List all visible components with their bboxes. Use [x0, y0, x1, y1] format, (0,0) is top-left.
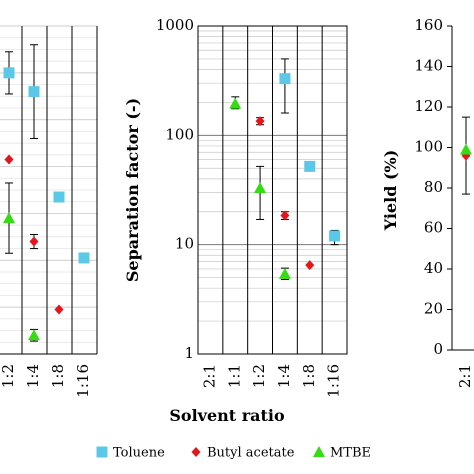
middle-point-butyl-acetate-1-2 — [255, 116, 265, 127]
middle-panel: 1 10 100 1000 2:1 1:1 1:2 1:4 1:8 1:16 Separatio… — [123, 16, 348, 398]
legend-item-butyl-acetate: Butyl acetate — [191, 446, 295, 461]
left-x-tick-1-4: 1:4 — [24, 364, 42, 388]
middle-plot-frame — [197, 25, 348, 355]
right-y-axis-title: Yield (%) — [381, 150, 400, 232]
legend-marker-mtbe — [313, 446, 325, 457]
x-axis-title: Solvent ratio — [169, 406, 285, 425]
right-y-tick-80: 80 — [424, 178, 443, 196]
legend-label-butyl-acetate: Butyl acetate — [207, 446, 295, 461]
middle-x-tick-2-1: 2:1 — [200, 364, 218, 388]
left-x-tick-1-16: 1:16 — [74, 364, 92, 398]
right-y-ticks: 0 20 40 60 80 100 120 140 160 — [414, 16, 452, 358]
right-y-tick-160: 160 — [414, 16, 443, 34]
middle-point-toluene-1-4 — [279, 73, 291, 85]
right-panel: 0 20 40 60 80 100 120 140 160 2:1 Yield (%) — [381, 16, 474, 388]
middle-grid — [198, 26, 347, 354]
middle-point-toluene-1-8 — [304, 160, 316, 172]
right-y-tick-60: 60 — [424, 219, 443, 237]
left-x-tick-1-2: 1:2 — [0, 364, 17, 388]
right-x-ticks: 2:1 — [456, 364, 474, 388]
legend-marker-butyl-acetate — [191, 447, 201, 457]
middle-x-ticks: 2:1 1:1 1:2 1:4 1:8 1:16 — [200, 364, 342, 398]
middle-point-butyl-acetate-1-4 — [280, 210, 290, 221]
left-x-tick-1-8: 1:8 — [49, 364, 67, 388]
right-y-tick-120: 120 — [414, 97, 443, 115]
middle-point-toluene-1-16 — [329, 230, 341, 242]
right-point-mtbe-2-1 — [460, 143, 472, 155]
left-point-butyl-acetate-1-2 — [4, 154, 14, 165]
left-point-toluene-1-16 — [78, 252, 90, 264]
right-data-marks — [460, 116, 472, 195]
right-y-tick-20: 20 — [424, 300, 443, 318]
legend: Toluene Butyl acetate MTBE — [96, 446, 371, 461]
middle-point-mtbe-1-1 — [229, 97, 242, 109]
left-point-toluene-1-8 — [53, 191, 65, 203]
legend-label-mtbe: MTBE — [330, 446, 371, 461]
middle-y-tick-10: 10 — [175, 235, 194, 253]
legend-item-toluene: Toluene — [96, 446, 165, 461]
left-point-mtbe-1-4 — [28, 329, 40, 341]
middle-x-tick-1-8: 1:8 — [300, 364, 318, 388]
left-point-butyl-acetate-1-4 — [29, 236, 39, 247]
left-data-marks — [3, 44, 90, 342]
left-point-toluene-1-4 — [28, 86, 40, 98]
middle-y-ticks: 1 10 100 1000 — [156, 16, 194, 362]
middle-y-tick-100: 100 — [165, 125, 194, 143]
left-x-ticks: 1:2 1:4 1:8 1:16 — [0, 364, 92, 398]
legend-marker-toluene — [96, 446, 108, 458]
middle-point-mtbe-1-2 — [254, 181, 267, 193]
right-y-tick-0: 0 — [433, 340, 443, 358]
legend-item-mtbe: MTBE — [313, 446, 371, 461]
left-point-mtbe-1-2 — [3, 212, 15, 224]
right-y-tick-100: 100 — [414, 138, 443, 156]
left-grid — [0, 25, 97, 355]
middle-point-butyl-acetate-1-8 — [305, 260, 315, 271]
right-y-tick-40: 40 — [424, 259, 443, 277]
middle-x-tick-1-1: 1:1 — [225, 364, 243, 388]
middle-data-marks — [229, 58, 341, 281]
left-point-butyl-acetate-1-8 — [54, 304, 64, 315]
middle-y-tick-1: 1 — [184, 344, 194, 362]
middle-x-tick-1-4: 1:4 — [275, 364, 293, 388]
left-point-toluene-1-2 — [3, 67, 15, 79]
middle-y-axis-title: Separation factor (-) — [123, 98, 142, 282]
middle-point-mtbe-1-4 — [278, 267, 291, 279]
right-x-tick-2-1: 2:1 — [456, 364, 474, 388]
middle-y-tick-1000: 1000 — [156, 16, 194, 34]
right-y-tick-140: 140 — [414, 57, 443, 75]
middle-x-tick-1-16: 1:16 — [325, 364, 343, 398]
left-panel: 1:2 1:4 1:8 1:16 — [0, 25, 98, 398]
middle-error-bar-toluene — [280, 58, 289, 114]
middle-x-tick-1-2: 1:2 — [250, 364, 268, 388]
legend-label-toluene: Toluene — [113, 446, 165, 461]
